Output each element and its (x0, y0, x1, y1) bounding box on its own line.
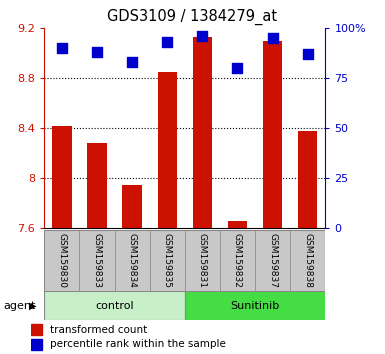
Bar (122, 184, 142, 228)
Bar (44, 230, 79, 292)
Bar (31, 324, 42, 335)
Bar (31, 339, 42, 350)
Bar (87, 143, 107, 228)
Text: control: control (95, 301, 134, 311)
Bar (150, 230, 185, 292)
Text: agent: agent (4, 301, 36, 311)
Text: GDS3109 / 1384279_at: GDS3109 / 1384279_at (107, 9, 278, 25)
Bar (79, 230, 115, 292)
Point (129, 59, 135, 65)
Text: Sunitinib: Sunitinib (231, 301, 280, 311)
Point (305, 51, 311, 57)
Text: GSM159837: GSM159837 (268, 233, 277, 288)
Text: GSM159834: GSM159834 (127, 233, 137, 288)
Bar (185, 230, 220, 292)
Point (164, 40, 170, 45)
Text: GSM159838: GSM159838 (303, 233, 312, 288)
Bar (115, 230, 150, 292)
Text: GSM159830: GSM159830 (57, 233, 66, 288)
Bar (263, 41, 282, 228)
Text: GSM159832: GSM159832 (233, 233, 242, 288)
Bar (228, 221, 247, 228)
Point (94, 50, 100, 55)
Bar (255, 230, 290, 292)
Point (199, 34, 206, 39)
Point (59, 46, 65, 51)
Bar (157, 72, 177, 228)
Bar (193, 37, 212, 228)
Bar (44, 291, 185, 320)
Point (234, 65, 241, 71)
Text: ▶: ▶ (29, 301, 37, 311)
Text: GSM159835: GSM159835 (163, 233, 172, 288)
Text: GSM159833: GSM159833 (92, 233, 102, 288)
Bar (220, 230, 255, 292)
Text: GSM159831: GSM159831 (198, 233, 207, 288)
Text: transformed count: transformed count (50, 325, 148, 335)
Bar (290, 230, 325, 292)
Point (270, 35, 276, 41)
Bar (185, 291, 325, 320)
Bar (298, 131, 317, 228)
Bar (52, 126, 72, 228)
Text: percentile rank within the sample: percentile rank within the sample (50, 339, 226, 349)
